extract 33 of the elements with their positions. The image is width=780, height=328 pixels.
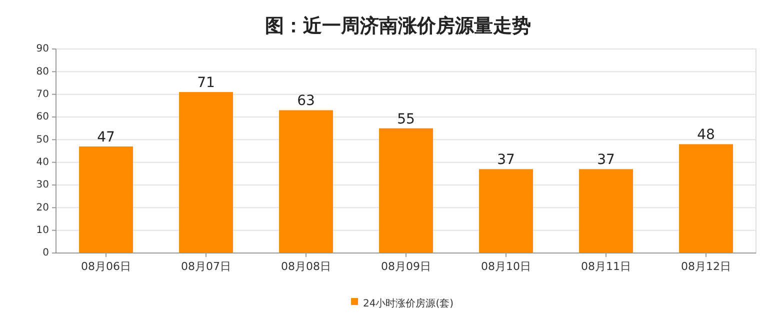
bar xyxy=(679,144,733,253)
y-tick-label: 50 xyxy=(36,134,49,146)
y-tick-label: 10 xyxy=(36,225,49,236)
bar xyxy=(279,110,333,253)
legend-label: 24小时涨价房源(套) xyxy=(363,298,454,310)
y-tick-label: 30 xyxy=(36,180,49,191)
data-label: 37 xyxy=(497,152,515,168)
x-tick-label: 08月08日 xyxy=(281,260,331,273)
y-tick-label: 40 xyxy=(36,157,49,168)
bar xyxy=(79,146,133,253)
x-tick-label: 08月09日 xyxy=(381,260,431,273)
data-label: 55 xyxy=(397,111,415,128)
y-tick-label: 80 xyxy=(36,66,49,78)
y-tick-label: 0 xyxy=(42,248,49,259)
data-label: 71 xyxy=(197,75,215,92)
x-tick-label: 08月07日 xyxy=(181,260,231,273)
x-tick-label: 08月11日 xyxy=(581,260,631,273)
x-tick-label: 08月06日 xyxy=(81,260,131,273)
data-label: 47 xyxy=(97,129,115,146)
data-label: 37 xyxy=(597,152,615,168)
data-label: 48 xyxy=(697,127,715,144)
y-tick-label: 70 xyxy=(36,89,49,100)
chart-title: 图：近一周济南涨价房源量走势 xyxy=(265,15,531,37)
y-tick-label: 90 xyxy=(36,44,49,55)
bar xyxy=(479,169,533,253)
x-tick-label: 08月10日 xyxy=(481,260,531,273)
bar xyxy=(579,169,633,253)
y-tick-label: 20 xyxy=(36,202,49,214)
bar xyxy=(179,92,233,253)
bar xyxy=(379,128,433,253)
data-label: 63 xyxy=(297,93,315,110)
y-tick-label: 60 xyxy=(36,112,49,123)
x-tick-label: 08月12日 xyxy=(681,260,731,273)
